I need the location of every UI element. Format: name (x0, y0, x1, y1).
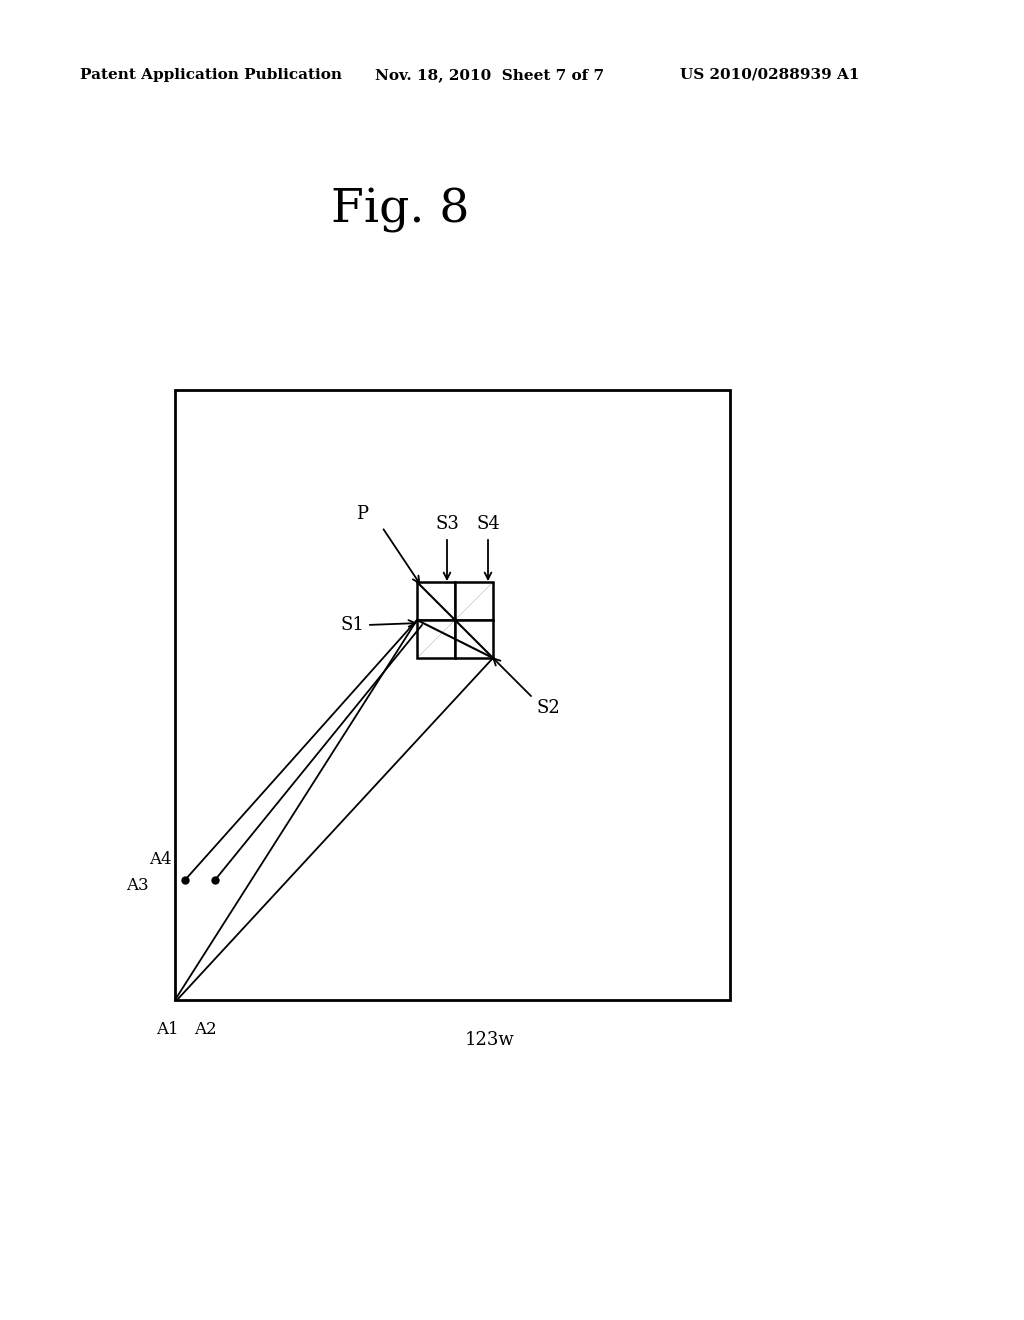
Text: A4: A4 (148, 851, 171, 869)
Bar (175, 389, 730, 1001)
Bar (417, 582, 455, 620)
Text: S4: S4 (476, 515, 500, 533)
Text: A1: A1 (156, 1022, 178, 1039)
Bar (455, 582, 493, 620)
Text: S2: S2 (537, 700, 560, 717)
Text: A2: A2 (194, 1022, 216, 1039)
Text: S3: S3 (435, 515, 459, 533)
Bar (455, 620, 493, 657)
Text: A3: A3 (126, 876, 148, 894)
Text: 123w: 123w (465, 1031, 515, 1049)
Text: Patent Application Publication: Patent Application Publication (80, 69, 342, 82)
Bar (417, 620, 455, 657)
Text: Fig. 8: Fig. 8 (331, 187, 469, 232)
Text: P: P (356, 506, 368, 523)
Text: S1: S1 (340, 616, 364, 634)
Text: Nov. 18, 2010  Sheet 7 of 7: Nov. 18, 2010 Sheet 7 of 7 (375, 69, 604, 82)
Text: US 2010/0288939 A1: US 2010/0288939 A1 (680, 69, 859, 82)
